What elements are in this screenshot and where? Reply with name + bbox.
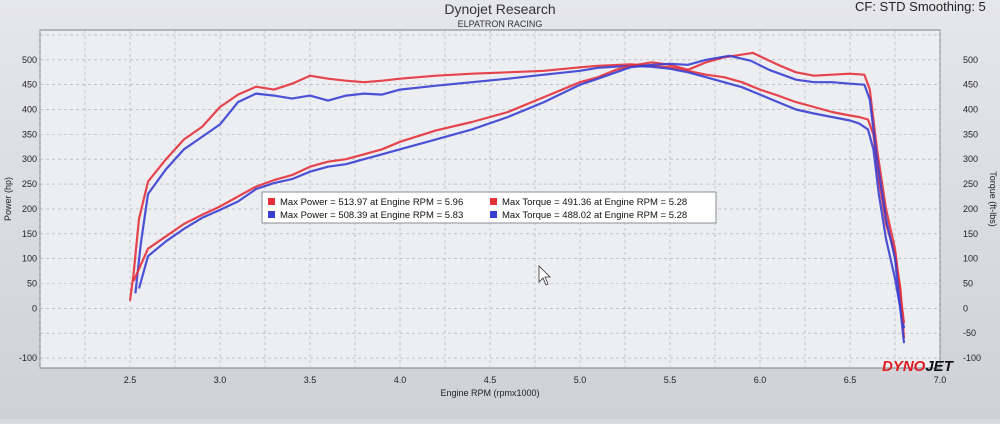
y-right-tick-label: 450 bbox=[963, 80, 978, 90]
legend-entry: Max Power = 513.97 at Engine RPM = 5.96 bbox=[280, 197, 463, 208]
legend-swatch-blue bbox=[490, 211, 497, 218]
x-tick-label: 5.0 bbox=[574, 375, 587, 385]
chart-subtitle: ELPATRON RACING bbox=[458, 19, 543, 29]
x-tick-label: 3.0 bbox=[214, 375, 227, 385]
cf-smoothing-label: CF: STD Smoothing: 5 bbox=[855, 0, 986, 14]
y-right-tick-label: 50 bbox=[963, 279, 973, 289]
y-left-tick-label: 250 bbox=[22, 179, 37, 189]
y-right-tick-label: 250 bbox=[963, 179, 978, 189]
logo-part-jet: JET bbox=[925, 358, 954, 375]
x-tick-label: 4.0 bbox=[394, 375, 407, 385]
y-right-tick-label: 400 bbox=[963, 105, 978, 115]
series-line-red-power bbox=[132, 51, 906, 324]
y-right-axis-label: Torque (ft-lbs) bbox=[988, 171, 998, 227]
y-left-axis-label: Power (hp) bbox=[3, 177, 13, 221]
series-line-blue-power bbox=[137, 54, 906, 344]
x-tick-label: 4.5 bbox=[484, 375, 497, 385]
logo-part-dyno: DYNO bbox=[882, 358, 926, 375]
y-left-tick-label: 350 bbox=[22, 129, 37, 139]
legend-entry: Max Torque = 491.36 at Engine RPM = 5.28 bbox=[502, 197, 687, 208]
legend-swatch-red bbox=[490, 198, 497, 205]
legend: Max Power = 513.97 at Engine RPM = 5.96 M… bbox=[261, 191, 717, 224]
mouse-cursor-icon bbox=[538, 265, 551, 286]
y-left-tick-label: 450 bbox=[22, 80, 37, 90]
y-right-tick-labels: -100 -50 0 50 100 150 200 250 300 350 400 450 500 bbox=[963, 55, 981, 363]
x-tick-labels: 2.5 3.0 3.5 4.0 4.5 5.0 5.5 6.0 6.5 7.0 bbox=[124, 375, 947, 385]
y-right-tick-label: 300 bbox=[963, 154, 978, 164]
y-left-tick-label: 0 bbox=[32, 303, 37, 313]
legend-entry: Max Torque = 488.02 at Engine RPM = 5.28 bbox=[502, 210, 687, 221]
y-left-tick-label: 100 bbox=[22, 254, 37, 264]
x-tick-label: 5.5 bbox=[664, 375, 677, 385]
y-left-tick-label: 300 bbox=[22, 154, 37, 164]
y-left-tick-label: 400 bbox=[22, 105, 37, 115]
y-right-tick-label: 150 bbox=[963, 229, 978, 239]
y-left-tick-label: 200 bbox=[22, 204, 37, 214]
y-left-tick-label: 500 bbox=[22, 55, 37, 65]
x-axis-label: Engine RPM (rpmx1000) bbox=[440, 388, 539, 398]
y-right-tick-label: -50 bbox=[963, 328, 976, 338]
series-line-blue-torque bbox=[134, 64, 906, 329]
y-left-tick-label: 50 bbox=[27, 279, 37, 289]
legend-swatch-blue bbox=[268, 211, 275, 218]
x-tick-label: 2.5 bbox=[124, 375, 137, 385]
x-tick-label: 6.0 bbox=[754, 375, 767, 385]
y-right-tick-label: 500 bbox=[963, 55, 978, 65]
dynojet-logo: DYNOJET bbox=[882, 358, 955, 375]
legend-box bbox=[261, 191, 717, 224]
x-tick-label: 3.5 bbox=[304, 375, 317, 385]
y-right-tick-label: -100 bbox=[963, 353, 981, 363]
y-right-tick-label: 100 bbox=[963, 254, 978, 264]
x-tick-label: 6.5 bbox=[844, 375, 857, 385]
y-left-tick-label: 150 bbox=[22, 229, 37, 239]
chart-title: Dynojet Research bbox=[444, 1, 555, 17]
x-tick-label: 7.0 bbox=[934, 375, 947, 385]
y-right-tick-label: 350 bbox=[963, 129, 978, 139]
grid-lines bbox=[39, 30, 941, 368]
y-left-tick-label: -100 bbox=[19, 353, 37, 363]
y-right-tick-label: 200 bbox=[963, 204, 978, 214]
svg-text:DYNOJET: DYNOJET bbox=[882, 358, 955, 375]
series-line-red-torque bbox=[128, 63, 906, 339]
series-lines bbox=[128, 51, 906, 344]
y-right-tick-label: 0 bbox=[963, 303, 968, 313]
legend-swatch-red bbox=[268, 198, 275, 205]
y-left-tick-labels: -100 0 50 100 150 200 250 300 350 400 450 500 bbox=[19, 55, 37, 363]
legend-entry: Max Power = 508.39 at Engine RPM = 5.83 bbox=[280, 210, 463, 221]
